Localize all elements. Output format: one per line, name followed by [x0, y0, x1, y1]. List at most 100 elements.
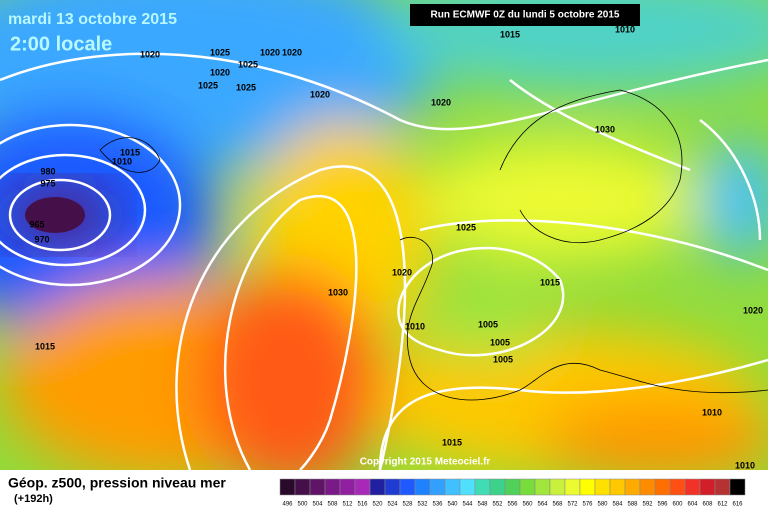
colorbar-label: 564: [537, 502, 548, 508]
colorbar-swatch: [564, 478, 581, 496]
colorbar-swatch: [414, 478, 431, 496]
isobar-label: 1010: [615, 24, 635, 34]
isobar-label: 1010: [702, 407, 722, 417]
isobar-label: 1015: [442, 437, 462, 447]
isobar-label: 1010: [735, 460, 755, 470]
colorbar-swatch: [699, 478, 716, 496]
colorbar-label: 508: [327, 502, 338, 508]
colorbar-swatch: [444, 478, 461, 496]
colorbar-label: 524: [387, 502, 398, 508]
coastlines: [99, 89, 768, 401]
colorbar-label: 556: [507, 502, 518, 508]
isobar-label: 1010: [112, 156, 132, 166]
colorbar-swatch: [654, 478, 671, 496]
colorbar-swatch: [324, 478, 341, 496]
isobar-label: 1020: [210, 67, 230, 77]
legend-title: Géop. z500, pression niveau mer: [8, 475, 226, 491]
colorbar-swatch: [384, 478, 401, 496]
date: mardi 13 octobre 2015: [8, 11, 177, 28]
colorbar-label: 576: [582, 502, 593, 508]
colorbar-label: 504: [312, 502, 323, 508]
isobar-label: 980: [40, 166, 55, 176]
isobar-label: 965: [29, 219, 44, 229]
isobar-label: 1025: [238, 59, 258, 69]
colorbar-swatch: [399, 478, 416, 496]
isobar-label: 1025: [210, 47, 230, 57]
colorbar-swatch: [684, 478, 701, 496]
colorbar-label: 584: [612, 502, 623, 508]
colorbar-swatch: [459, 478, 476, 496]
isobars: [0, 52, 768, 470]
isobar-label: 1020: [140, 49, 160, 59]
colorbar-swatch: [579, 478, 596, 496]
isobar-label: 1020: [260, 47, 280, 57]
colorbar-label: 540: [447, 502, 458, 508]
colorbar-swatch: [624, 478, 641, 496]
run-info: Run ECMWF 0Z du lundi 5 octobre 2015: [431, 10, 620, 21]
colorbar-swatch: [669, 478, 686, 496]
colorbar-label: 528: [402, 502, 413, 508]
colorbar-swatch: [474, 478, 491, 496]
colorbar-label: 596: [657, 502, 668, 508]
lead-time: (+192h): [14, 493, 53, 505]
copyright: Copyright 2015 Meteociel.fr: [360, 457, 491, 468]
colorbar-swatch: [519, 478, 536, 496]
colorbar-swatch: [609, 478, 626, 496]
colorbar-label: 600: [672, 502, 683, 508]
colorbar-swatch: [594, 478, 611, 496]
colorbar-label: 608: [702, 502, 713, 508]
isobar-label: 1005: [493, 354, 513, 364]
colorbar-swatch: [354, 478, 371, 496]
isobar-label: 1020: [431, 97, 451, 107]
local-time: 2:00 locale: [10, 33, 112, 55]
isobar-label: 1015: [540, 277, 560, 287]
isobar-label: 1020: [392, 267, 412, 277]
colorbar-label: 536: [432, 502, 443, 508]
colorbar-label: 548: [477, 502, 488, 508]
colorbar-label: 544: [462, 502, 473, 508]
colorbar-label: 512: [342, 502, 353, 508]
isobar-label: 1010: [405, 321, 425, 331]
isobar-label: 1020: [743, 305, 763, 315]
colorbar-label: 520: [372, 502, 383, 508]
colorbar-swatch: [549, 478, 566, 496]
colorbar-label: 588: [627, 502, 638, 508]
colorbar-label: 580: [597, 502, 608, 508]
colorbar-label: 592: [642, 502, 653, 508]
colorbar-label: 612: [717, 502, 728, 508]
colorbar-swatch: [504, 478, 521, 496]
isobar-label: 1015: [35, 341, 55, 351]
isobar-label: 1025: [198, 80, 218, 90]
colorbar-swatch: [489, 478, 506, 496]
colorbar-swatch: [279, 478, 296, 496]
colorbar-label: 568: [552, 502, 563, 508]
colorbar-swatch: [534, 478, 551, 496]
isobar-label: 1020: [282, 47, 302, 57]
colorbar-swatch: [294, 478, 311, 496]
colorbar-label: 496: [282, 502, 293, 508]
isobar-label: 1015: [120, 147, 140, 157]
colorbar-swatch: [339, 478, 356, 496]
colorbar-swatch: [729, 478, 746, 496]
colorbar-label: 560: [522, 502, 533, 508]
colorbar-label: 572: [567, 502, 578, 508]
colorbar-swatch: [639, 478, 656, 496]
colorbar-label: 532: [417, 502, 428, 508]
colorbar-swatch: [369, 478, 386, 496]
isobar-label: 1020: [310, 89, 330, 99]
colorbar-swatch: [429, 478, 446, 496]
isobar-label: 1015: [500, 29, 520, 39]
run-box: [410, 4, 640, 26]
isobar-label: 970: [34, 234, 49, 244]
colorbar-label: 500: [297, 502, 308, 508]
isobar-label: 975: [40, 178, 55, 188]
isobar-label: 1025: [236, 82, 256, 92]
colorbar-label: 616: [732, 502, 743, 508]
isobar-label: 1005: [478, 319, 498, 329]
isobar-label: 1030: [328, 287, 348, 297]
isobar-label: 1030: [595, 124, 615, 134]
colorbar-label: 604: [687, 502, 698, 508]
isobar-label: 1005: [490, 337, 510, 347]
colorbar-swatch: [714, 478, 731, 496]
